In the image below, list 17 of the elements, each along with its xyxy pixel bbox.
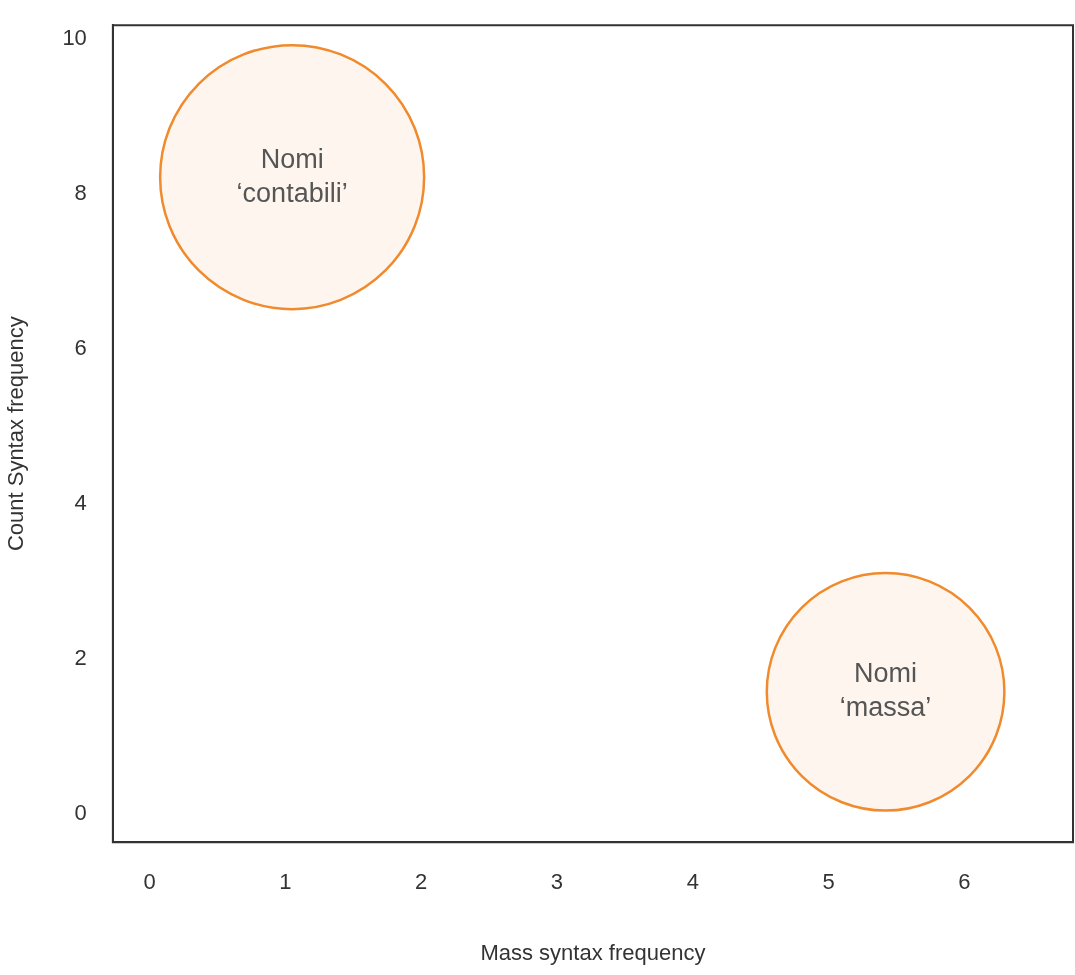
y-tick-label: 2 [74, 645, 87, 671]
y-tick-label: 8 [74, 180, 87, 206]
x-tick-label: 1 [279, 869, 292, 895]
y-axis-title: Count Syntax frequency [3, 316, 29, 552]
x-tick-label: 3 [550, 869, 564, 895]
annotation: Nomi ‘massa’ [839, 658, 932, 723]
x-tick-label: 6 [958, 869, 971, 895]
x-tick-label: 0 [143, 869, 156, 895]
y-tick-label: 10 [62, 25, 87, 51]
y-tick-label: 6 [74, 335, 87, 361]
x-tick-label: 5 [822, 869, 835, 895]
x-axis-title: Mass syntax frequency [480, 939, 706, 965]
x-tick-label: 2 [415, 869, 428, 895]
y-tick-label: 4 [74, 490, 87, 516]
x-tick-label: 4 [686, 869, 699, 895]
y-tick-label: 0 [74, 800, 87, 826]
annotation: Nomi ‘contabili’ [236, 143, 348, 208]
